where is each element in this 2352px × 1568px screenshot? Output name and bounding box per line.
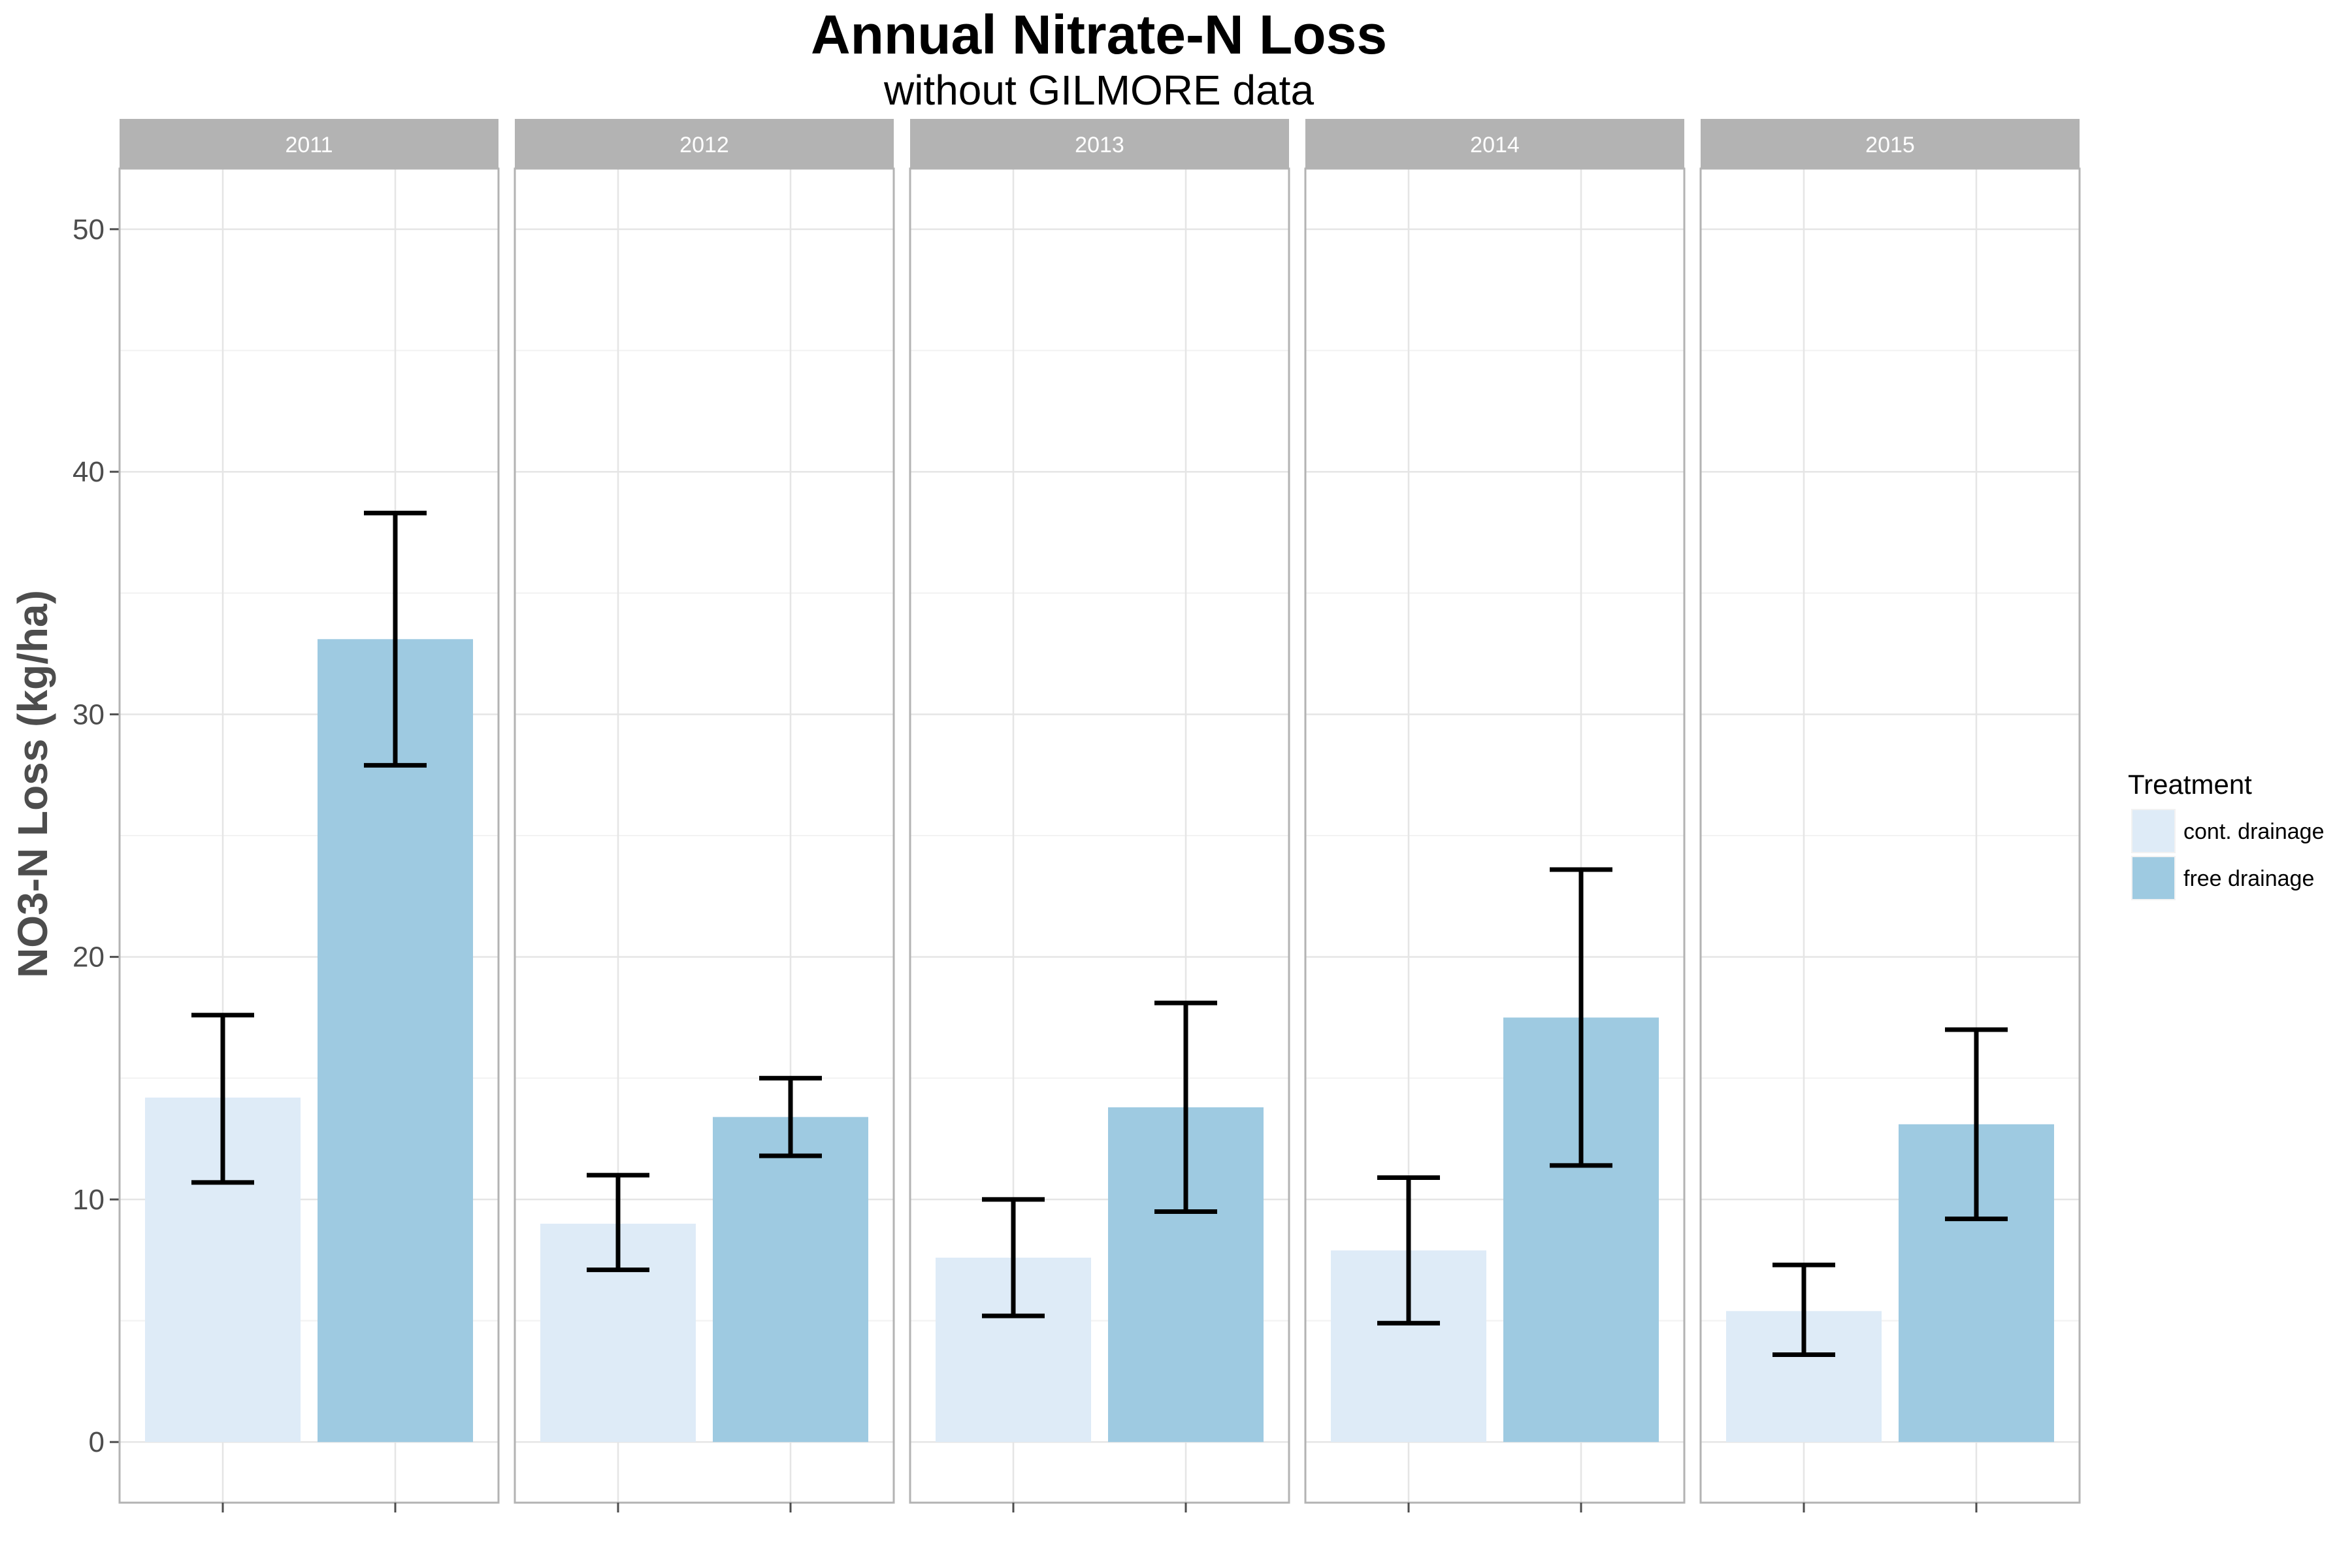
facet-panel-border bbox=[514, 167, 895, 1504]
facet-strip bbox=[515, 119, 894, 169]
bar-free-drainage bbox=[318, 639, 473, 1443]
y-tick-label: 30 bbox=[73, 698, 105, 730]
facet-strip-label: 2013 bbox=[1075, 133, 1124, 157]
facet-panel-2014: 2014 bbox=[1304, 119, 1686, 1512]
legend-swatch-cont-drainage bbox=[2132, 810, 2174, 852]
facet-panels: 2011 2012 2013 2014 2015 bbox=[118, 119, 2081, 1512]
facet-strip bbox=[1701, 119, 2080, 169]
facet-strip bbox=[910, 119, 1289, 169]
legend-label: cont. drainage bbox=[2183, 819, 2325, 844]
facet-panel-border bbox=[909, 167, 1290, 1504]
facet-strip-label: 2011 bbox=[285, 133, 333, 157]
facet-panel-border bbox=[1699, 167, 2081, 1504]
y-axis-label: NO3-N Loss (kg/ha) bbox=[9, 590, 56, 978]
legend-swatch-free-drainage bbox=[2132, 857, 2174, 899]
facet-strip bbox=[120, 119, 498, 169]
facet-panel-border bbox=[118, 167, 500, 1504]
y-tick-label: 20 bbox=[73, 941, 105, 973]
facet-panel-2011: 2011 bbox=[118, 119, 500, 1512]
chart-title: Annual Nitrate-N Loss bbox=[811, 4, 1387, 65]
chart-subtitle: without GILMORE data bbox=[883, 67, 1314, 114]
facet-strip-label: 2014 bbox=[1470, 133, 1520, 157]
facet-panel-2015: 2015 bbox=[1699, 119, 2081, 1512]
y-tick-label: 0 bbox=[89, 1426, 105, 1458]
y-tick-label: 50 bbox=[73, 214, 105, 246]
y-axis-ticks: 0 10 20 30 40 50 bbox=[73, 214, 120, 1458]
legend: Treatment cont. drainage free drainage bbox=[2128, 769, 2325, 900]
facet-panel-2012: 2012 bbox=[514, 119, 895, 1512]
legend-label: free drainage bbox=[2183, 866, 2314, 891]
y-tick-label: 40 bbox=[73, 456, 105, 488]
y-tick-label: 10 bbox=[73, 1184, 105, 1216]
bar-free-drainage bbox=[713, 1117, 868, 1443]
legend-title: Treatment bbox=[2128, 769, 2252, 800]
facet-strip-label: 2015 bbox=[1865, 133, 1915, 157]
facet-panel-2013: 2013 bbox=[909, 119, 1290, 1512]
facet-strip-label: 2012 bbox=[679, 133, 729, 157]
facet-strip bbox=[1305, 119, 1684, 169]
facet-panel-border bbox=[1304, 167, 1686, 1504]
